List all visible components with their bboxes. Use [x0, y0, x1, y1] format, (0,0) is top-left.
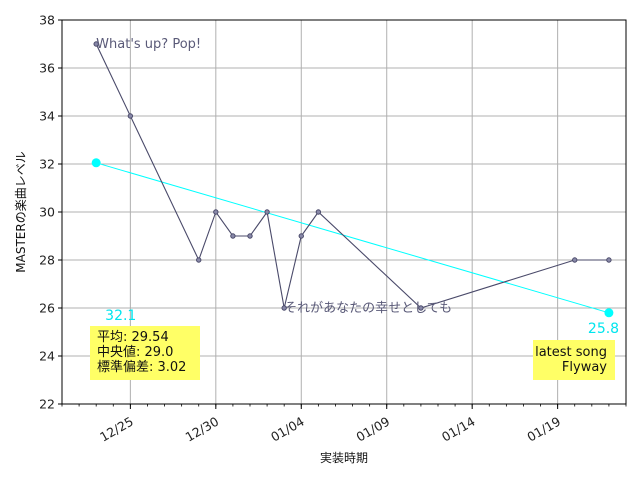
data-point [230, 233, 236, 239]
data-point [298, 233, 304, 239]
x-tick-label: 01/19 [524, 414, 563, 445]
annotation-label: What's up? Pop! [96, 37, 201, 52]
data-point [93, 41, 99, 47]
y-tick-label: 34 [39, 109, 55, 124]
y-tick-label: 28 [39, 253, 55, 268]
y-tick-label: 26 [39, 301, 55, 316]
data-point [196, 257, 202, 263]
data-point [606, 257, 612, 263]
series-group [93, 41, 612, 311]
y-tick-label: 38 [39, 13, 55, 28]
x-tick-label: 12/25 [97, 414, 136, 445]
data-point [572, 257, 578, 263]
trend-start-point [91, 158, 101, 168]
trend-end-label: 25.8 [588, 321, 619, 337]
y-tick-label: 30 [39, 205, 55, 220]
stats-box-line: 標準偏差: 3.02 [97, 359, 186, 375]
x-axis-title: 実装時期 [320, 450, 368, 465]
data-point [418, 305, 424, 311]
grid [62, 19, 626, 405]
trend-line-group: 32.1 25.8 [91, 158, 619, 337]
y-tick-label: 24 [39, 349, 55, 364]
data-point [315, 209, 322, 215]
data-point [213, 209, 219, 215]
trend-start-label: 32.1 [105, 308, 136, 324]
trend-line [96, 162, 610, 314]
data-point [247, 233, 253, 239]
data-point [127, 113, 134, 119]
latest-song-line: latest song [535, 345, 607, 360]
x-tick-label: 12/30 [183, 414, 222, 445]
data-point [281, 305, 287, 311]
y-tick-label: 36 [39, 61, 55, 76]
latest-song-line: Flyway [562, 360, 607, 375]
trend-end-point [604, 308, 614, 318]
annotation-label: それがあなたの幸せとしても [284, 301, 452, 316]
y-tick-label: 22 [39, 397, 55, 412]
stats-box-line: 中央値: 29.0 [97, 344, 173, 360]
y-axis-title: MASTERの楽曲レベル [14, 151, 28, 272]
data-point [264, 209, 270, 215]
stats-box [90, 326, 200, 380]
stats-box-line: 平均: 29.54 [97, 330, 169, 345]
x-tick-label: 01/04 [268, 414, 307, 445]
x-tick-label: 01/14 [439, 414, 478, 445]
latest-song-box [533, 340, 615, 380]
y-tick-label: 32 [39, 157, 55, 172]
series-line [95, 43, 609, 309]
x-tick-label: 01/09 [354, 414, 393, 445]
